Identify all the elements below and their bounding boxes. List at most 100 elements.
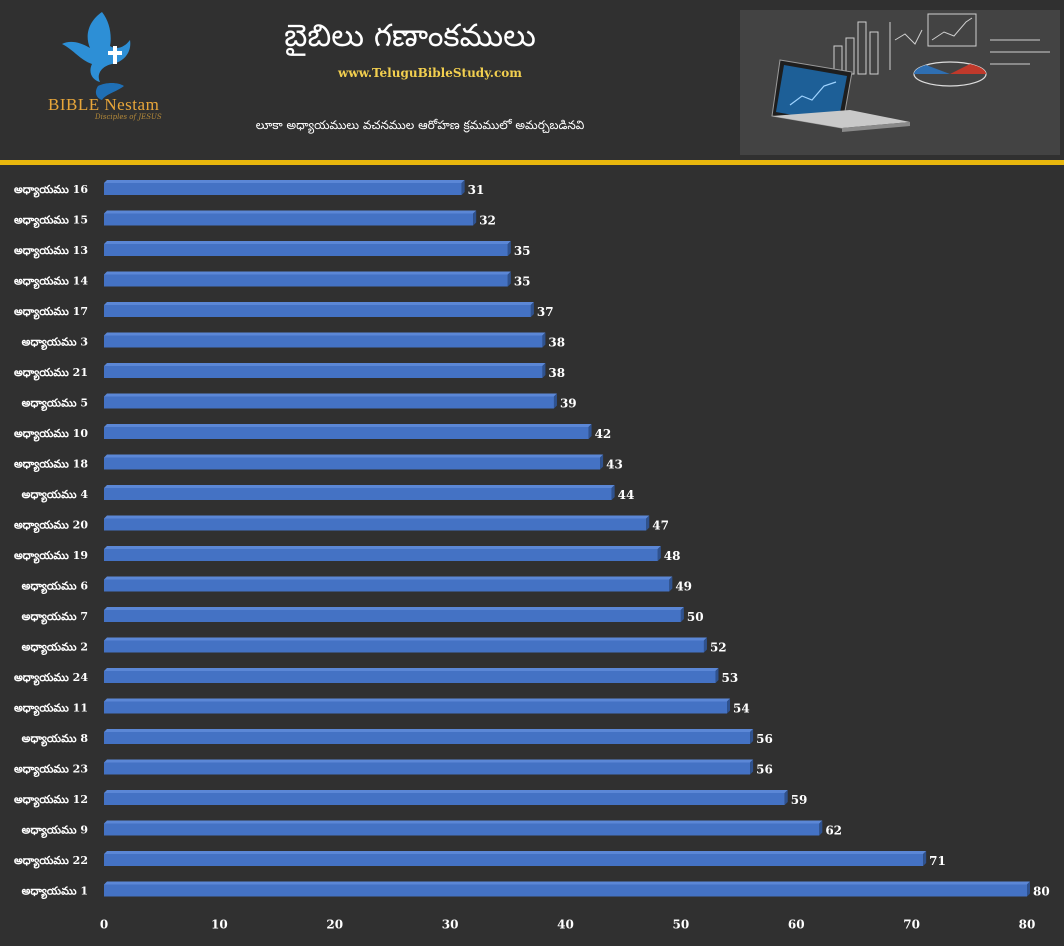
bar-side-face [715, 668, 719, 683]
data-label: 52 [710, 641, 727, 655]
data-label: 39 [560, 397, 577, 411]
data-label: 80 [1033, 885, 1050, 899]
bar-top-face [104, 241, 511, 244]
x-tick-label: 10 [211, 918, 228, 932]
bar-top-face [104, 393, 557, 397]
bar-face [104, 732, 751, 744]
category-label: అధ్యాయము 23 [14, 763, 88, 778]
bar-top-face [104, 302, 534, 305]
bar-face [104, 823, 820, 836]
category-label: అధ్యాయము 17 [14, 305, 88, 320]
data-label: 38 [548, 336, 565, 350]
website-link[interactable]: www.TeluguBibleStudy.com [338, 66, 522, 80]
bar-side-face [1027, 881, 1030, 897]
bar-face [104, 457, 601, 470]
bar [104, 851, 927, 866]
category-label: అధ్యాయము 6 [22, 580, 89, 595]
data-label: 47 [652, 519, 669, 533]
bar-face [104, 366, 543, 378]
bar [104, 759, 754, 775]
data-label: 56 [756, 732, 773, 746]
bar [104, 271, 511, 287]
bar-face [104, 335, 543, 348]
bar-top-face [104, 759, 754, 763]
bible-nestam-logo [62, 12, 131, 100]
bar-face [104, 793, 785, 805]
laptop-analytics-image [740, 10, 1060, 155]
bar [104, 881, 1030, 897]
bar [104, 332, 546, 348]
category-label: అధ్యాయము 13 [14, 244, 88, 259]
bar-side-face [727, 698, 731, 714]
bar [104, 790, 788, 805]
bar-top-face [104, 698, 731, 702]
x-tick-label: 70 [903, 918, 920, 932]
bar [104, 546, 661, 561]
data-label: 71 [929, 854, 946, 868]
x-tick-label: 0 [100, 918, 108, 932]
data-label: 54 [733, 702, 750, 716]
brand-tagline: Disciples of JESUS [95, 113, 162, 121]
bar-top-face [104, 820, 823, 824]
bar-side-face [542, 363, 546, 378]
bar [104, 393, 557, 409]
category-label: అధ్యాయము 3 [22, 336, 88, 351]
bar-top-face [104, 485, 615, 488]
bar-side-face [611, 485, 615, 500]
bar [104, 454, 604, 470]
bar-top-face [104, 332, 546, 336]
bar-face [104, 427, 589, 439]
bar-top-face [104, 210, 477, 214]
bar-top-face [104, 607, 684, 610]
bar-face [104, 305, 531, 317]
bar [104, 485, 615, 500]
bar-top-face [104, 729, 754, 732]
data-label: 35 [514, 244, 531, 258]
bar-top-face [104, 515, 650, 519]
bar-side-face [923, 851, 927, 866]
bar-face [104, 762, 751, 775]
bar [104, 424, 592, 439]
bar-top-face [104, 424, 592, 427]
data-label: 53 [721, 671, 738, 685]
bar-face [104, 274, 508, 287]
bar-top-face [104, 881, 1030, 885]
bar-top-face [104, 271, 511, 275]
x-tick-label: 50 [673, 918, 690, 932]
bar-side-face [646, 515, 650, 531]
bar-side-face [553, 393, 557, 409]
data-label: 35 [514, 275, 531, 289]
bar-side-face [473, 210, 477, 226]
brand-name: BIBLE Nestam [48, 95, 160, 114]
category-label: అధ్యాయము 5 [22, 397, 88, 412]
bar-side-face [542, 332, 546, 348]
x-tick-label: 30 [442, 918, 459, 932]
category-label: అధ్యాయము 14 [14, 275, 88, 290]
category-label: అధ్యాయము 18 [14, 458, 88, 473]
bar-face [104, 213, 474, 226]
data-label: 49 [675, 580, 692, 594]
x-tick-label: 60 [788, 918, 805, 932]
bar-top-face [104, 180, 465, 183]
bar-face [104, 396, 554, 409]
data-label: 42 [595, 427, 612, 441]
bar [104, 576, 673, 592]
bar-side-face [600, 454, 604, 470]
bar-side-face [784, 790, 788, 805]
data-label: 44 [618, 488, 635, 502]
data-label: 56 [756, 763, 773, 777]
category-label: అధ్యాయము 2 [22, 641, 88, 656]
bar [104, 698, 731, 714]
category-label: అధ్యాయము 1 [22, 885, 88, 900]
data-label: 38 [548, 366, 565, 380]
bar-side-face [669, 576, 673, 592]
bar-chart: అధ్యాయము 16 31 అధ్యాయము 15 32 అధ్యాయము 13 35 అ… [14, 180, 1050, 932]
bar [104, 820, 823, 836]
bar-side-face [750, 759, 754, 775]
bar-face [104, 701, 728, 714]
bar-face [104, 183, 462, 195]
header: BIBLE Nestam Disciples of JESUS బైబిలు గ… [0, 0, 1064, 160]
bar-face [104, 518, 647, 531]
bar-top-face [104, 851, 927, 854]
bar-top-face [104, 363, 546, 366]
